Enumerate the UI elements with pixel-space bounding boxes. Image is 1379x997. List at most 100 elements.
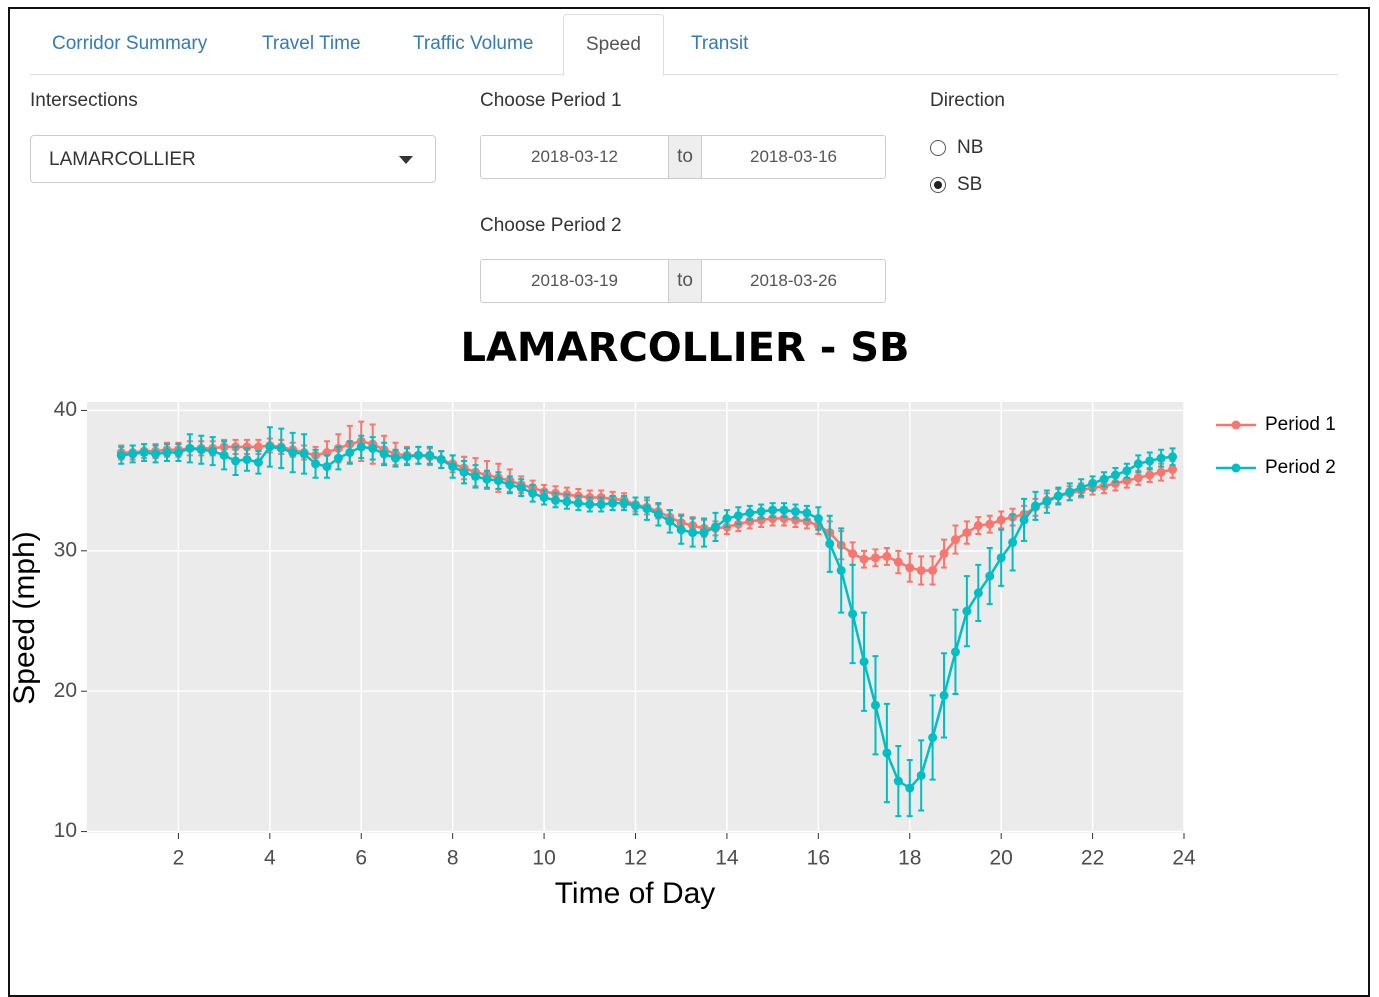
point [802, 508, 812, 518]
point [436, 455, 446, 465]
point [882, 748, 892, 758]
legend-label: Period 2 [1265, 457, 1336, 478]
point [848, 549, 858, 559]
point [905, 783, 915, 793]
y-axis-title: Speed (mph) [8, 531, 41, 704]
point [928, 565, 938, 575]
point [311, 459, 321, 469]
legend-label: Period 1 [1265, 414, 1336, 435]
point [1133, 459, 1143, 469]
y-tick-label: 10 [54, 819, 77, 842]
y-tick-label: 20 [54, 679, 77, 702]
point [653, 509, 663, 519]
point [185, 443, 195, 453]
tab[interactable]: Corridor Summary [52, 33, 208, 54]
point [596, 499, 606, 509]
point [345, 448, 355, 458]
legend-point [1231, 420, 1241, 430]
x-tick-label: 2 [173, 847, 185, 870]
point [688, 528, 698, 538]
point [985, 519, 995, 529]
tab[interactable]: Travel Time [262, 33, 361, 54]
point [859, 554, 869, 564]
point [768, 505, 778, 515]
point [585, 499, 595, 509]
tab[interactable]: Speed [563, 14, 664, 76]
point [1030, 501, 1040, 511]
radio-circle [930, 177, 946, 193]
point [962, 528, 972, 538]
radio-label: NB [957, 137, 984, 158]
point [916, 770, 926, 780]
tab[interactable]: Transit [691, 33, 749, 54]
y-tick-label: 30 [54, 538, 77, 561]
point [425, 450, 435, 460]
start-date[interactable]: 2018-03-12 [531, 147, 618, 166]
period2-range: 2018-03-19 to 2018-03-26 [480, 259, 886, 303]
point [1110, 470, 1120, 480]
point [299, 449, 309, 459]
point [733, 511, 743, 521]
point [950, 535, 960, 545]
point [1168, 464, 1178, 474]
point [333, 453, 343, 463]
point [1156, 467, 1166, 477]
period1-label: Choose Period 1 [480, 90, 622, 111]
radio-option[interactable]: NB [930, 137, 983, 159]
period2-label: Choose Period 2 [480, 215, 622, 236]
point [242, 455, 252, 465]
x-tick-label: 22 [1081, 847, 1104, 870]
point [116, 450, 126, 460]
direction-label: Direction [930, 90, 1005, 111]
radio-circle [930, 140, 946, 156]
point [196, 445, 206, 455]
radio-option[interactable]: SB [930, 174, 982, 196]
tab[interactable]: Traffic Volume [413, 33, 534, 54]
end-date[interactable]: 2018-03-26 [750, 271, 837, 290]
point [1145, 470, 1155, 480]
select-value: LAMARCOLLIER [49, 149, 196, 170]
point [813, 514, 823, 524]
point [459, 467, 469, 477]
point [1088, 478, 1098, 488]
point [231, 456, 241, 466]
point [482, 474, 492, 484]
point [962, 606, 972, 616]
point [836, 565, 846, 575]
intersection-select[interactable]: LAMARCOLLIER [30, 135, 436, 183]
point [893, 557, 903, 567]
point [905, 563, 915, 573]
end-date[interactable]: 2018-03-16 [750, 147, 837, 166]
point [985, 571, 995, 581]
x-tick-label: 6 [355, 847, 367, 870]
point [870, 700, 880, 710]
point [402, 452, 412, 462]
point [139, 448, 149, 458]
point [939, 690, 949, 700]
x-axis-title: Time of Day [555, 877, 716, 910]
point [745, 508, 755, 518]
point [779, 505, 789, 515]
point [551, 495, 561, 505]
period1-range: 2018-03-12 to 2018-03-16 [480, 135, 886, 179]
point [882, 551, 892, 561]
point [1076, 483, 1086, 493]
radio-label: SB [957, 174, 983, 195]
point [516, 483, 526, 493]
point [539, 492, 549, 502]
start-date[interactable]: 2018-03-19 [531, 271, 618, 290]
point [665, 516, 675, 526]
point [471, 471, 481, 481]
point [276, 443, 286, 453]
point [608, 498, 618, 508]
point [368, 443, 378, 453]
point [448, 462, 458, 472]
point [1065, 487, 1075, 497]
point [1133, 473, 1143, 483]
point [1053, 491, 1063, 501]
point [1008, 537, 1018, 547]
point [1099, 474, 1109, 484]
x-tick-label: 20 [989, 847, 1012, 870]
point [413, 450, 423, 460]
